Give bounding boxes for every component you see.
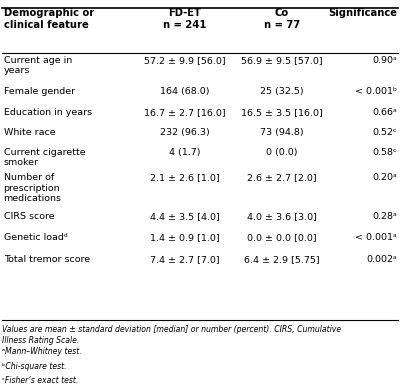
- Text: FD-ET
n = 241: FD-ET n = 241: [163, 8, 207, 30]
- Text: ᵇChi-square test.: ᵇChi-square test.: [2, 362, 67, 370]
- Text: 0.20ᵃ: 0.20ᵃ: [372, 173, 397, 182]
- Text: 4.0 ± 3.6 [3.0]: 4.0 ± 3.6 [3.0]: [247, 212, 317, 221]
- Text: Current cigarette
smoker: Current cigarette smoker: [4, 148, 85, 167]
- Text: 6.4 ± 2.9 [5.75]: 6.4 ± 2.9 [5.75]: [244, 255, 320, 264]
- Text: < 0.001ᵇ: < 0.001ᵇ: [355, 87, 397, 95]
- Text: 0.90ᵃ: 0.90ᵃ: [372, 56, 397, 65]
- Text: 0.66ᵃ: 0.66ᵃ: [372, 108, 397, 117]
- Text: 0.002ᵃ: 0.002ᵃ: [366, 255, 397, 264]
- Text: Illness Rating Scale.: Illness Rating Scale.: [2, 336, 79, 345]
- Text: Demographic or
clinical feature: Demographic or clinical feature: [4, 8, 94, 30]
- Text: Female gender: Female gender: [4, 87, 75, 95]
- Text: White race: White race: [4, 128, 55, 137]
- Text: Education in years: Education in years: [4, 108, 92, 117]
- Text: Current age in
years: Current age in years: [4, 56, 72, 75]
- Text: 73 (94.8): 73 (94.8): [260, 128, 304, 137]
- Text: Genetic loadᵈ: Genetic loadᵈ: [4, 233, 67, 242]
- Text: 1.4 ± 0.9 [1.0]: 1.4 ± 0.9 [1.0]: [150, 233, 220, 242]
- Text: Total tremor score: Total tremor score: [4, 255, 90, 264]
- Text: 164 (68.0): 164 (68.0): [160, 87, 210, 95]
- Text: 0.0 ± 0.0 [0.0]: 0.0 ± 0.0 [0.0]: [247, 233, 317, 242]
- Text: Number of
prescription
medications: Number of prescription medications: [4, 173, 62, 203]
- Text: Co
n = 77: Co n = 77: [264, 8, 300, 30]
- Text: 0.58ᶜ: 0.58ᶜ: [372, 148, 397, 157]
- Text: 16.7 ± 2.7 [16.0]: 16.7 ± 2.7 [16.0]: [144, 108, 226, 117]
- Text: ᶜFisher’s exact test.: ᶜFisher’s exact test.: [2, 376, 78, 385]
- Text: 16.5 ± 3.5 [16.0]: 16.5 ± 3.5 [16.0]: [241, 108, 323, 117]
- Text: ᵃMann–Whitney test.: ᵃMann–Whitney test.: [2, 347, 82, 356]
- Text: 0.52ᶜ: 0.52ᶜ: [372, 128, 397, 137]
- Text: 4.4 ± 3.5 [4.0]: 4.4 ± 3.5 [4.0]: [150, 212, 220, 221]
- Text: 25 (32.5): 25 (32.5): [260, 87, 304, 95]
- Text: 4 (1.7): 4 (1.7): [169, 148, 201, 157]
- Text: 2.1 ± 2.6 [1.0]: 2.1 ± 2.6 [1.0]: [150, 173, 220, 182]
- Text: 0.28ᵃ: 0.28ᵃ: [372, 212, 397, 221]
- Text: CIRS score: CIRS score: [4, 212, 54, 221]
- Text: 56.9 ± 9.5 [57.0]: 56.9 ± 9.5 [57.0]: [241, 56, 323, 65]
- Text: 232 (96.3): 232 (96.3): [160, 128, 210, 137]
- Text: < 0.001ᵃ: < 0.001ᵃ: [356, 233, 397, 242]
- Text: 0 (0.0): 0 (0.0): [266, 148, 298, 157]
- Text: 7.4 ± 2.7 [7.0]: 7.4 ± 2.7 [7.0]: [150, 255, 220, 264]
- Text: Values are mean ± standard deviation [median] or number (percent). CIRS, Cumulat: Values are mean ± standard deviation [me…: [2, 325, 341, 334]
- Text: 57.2 ± 9.9 [56.0]: 57.2 ± 9.9 [56.0]: [144, 56, 226, 65]
- Text: 2.6 ± 2.7 [2.0]: 2.6 ± 2.7 [2.0]: [247, 173, 317, 182]
- Text: Significance: Significance: [328, 8, 397, 18]
